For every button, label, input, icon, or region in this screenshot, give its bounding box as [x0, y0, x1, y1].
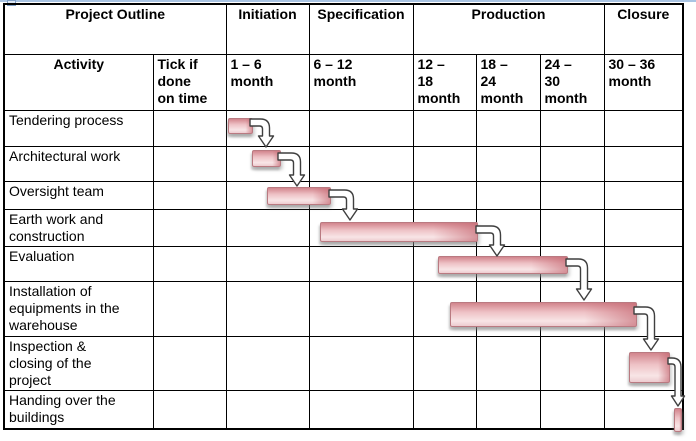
period-cell	[539, 389, 605, 430]
header-period-18-24: 18 – 24 month	[475, 53, 541, 111]
activity-cell-architectural-work: Architectural work	[3, 145, 154, 182]
activity-cell-installation: Installation of equipments in the wareho…	[3, 280, 154, 337]
header-phase-closure: Closure	[603, 3, 684, 55]
header-period-30-36: 30 – 36 month	[603, 53, 684, 111]
tick-cell[interactable]	[152, 109, 227, 147]
period-cell	[603, 180, 684, 210]
period-cell	[539, 180, 605, 210]
tick-cell[interactable]	[152, 145, 227, 182]
period-cell	[225, 280, 310, 337]
table-row: Architectural work	[3, 145, 684, 182]
period-cell	[603, 245, 684, 282]
period-cell	[412, 180, 477, 210]
header-tick-if-done: Tick if done on time	[152, 53, 227, 111]
period-cell	[539, 145, 605, 182]
period-cell	[225, 335, 310, 391]
header-project-outline: Project Outline	[3, 3, 227, 55]
gantt-bar	[438, 256, 568, 274]
gantt-bar	[228, 118, 253, 134]
period-cell	[412, 335, 477, 391]
period-cell	[475, 109, 541, 147]
tick-cell[interactable]	[152, 180, 227, 210]
activity-cell-tendering-process: Tendering process	[3, 109, 154, 147]
header-phase-specification: Specification	[308, 3, 414, 55]
tick-cell[interactable]	[152, 245, 227, 282]
period-cell	[539, 208, 605, 247]
period-cell	[603, 109, 684, 147]
activity-cell-handing-over: Handing over the buildings	[3, 389, 154, 430]
period-cell	[475, 208, 541, 247]
gantt-bar	[674, 408, 682, 432]
period-cell	[603, 389, 684, 430]
tick-cell[interactable]	[152, 389, 227, 430]
period-cell	[603, 208, 684, 247]
gantt-bar	[252, 150, 281, 167]
gantt-bar	[267, 187, 331, 205]
period-cell	[475, 145, 541, 182]
period-cell	[539, 109, 605, 147]
table-row: Handing over the buildings	[3, 389, 684, 430]
header-activity: Activity	[3, 53, 154, 111]
period-cell	[308, 280, 414, 337]
period-cell	[308, 389, 414, 430]
gantt-bar	[450, 302, 637, 327]
period-cell	[475, 389, 541, 430]
table-row: Evaluation	[3, 245, 684, 282]
period-cell	[412, 109, 477, 147]
window-edge-artifact	[0, 0, 696, 2]
period-cell	[475, 335, 541, 391]
period-cell	[308, 245, 414, 282]
period-cell	[539, 335, 605, 391]
header-period-6-12: 6 – 12 month	[308, 53, 414, 111]
table-row: Inspection & closing of the project	[3, 335, 684, 391]
table-row: Oversight team	[3, 180, 684, 210]
period-cell	[412, 389, 477, 430]
period-cell	[475, 180, 541, 210]
period-cell	[308, 145, 414, 182]
header-period-12-18: 12 – 18 month	[412, 53, 477, 111]
period-cell	[308, 335, 414, 391]
header-phase-initiation: Initiation	[225, 3, 310, 55]
period-cell	[412, 145, 477, 182]
table-row: Tendering process	[3, 109, 684, 147]
activity-cell-earth-work: Earth work and construction	[3, 208, 154, 247]
tick-cell[interactable]	[152, 280, 227, 337]
header-period-24-30: 24 – 30 month	[539, 53, 605, 111]
period-cell	[225, 208, 310, 247]
header-period-1-6: 1 – 6 month	[225, 53, 310, 111]
period-cell	[225, 245, 310, 282]
period-header-row: Activity Tick if done on time 1 – 6 mont…	[3, 53, 684, 111]
period-cell	[603, 145, 684, 182]
activity-cell-evaluation: Evaluation	[3, 245, 154, 282]
tick-cell[interactable]	[152, 335, 227, 391]
phase-header-row: Project Outline Initiation Specification…	[3, 3, 684, 55]
gantt-table: Project Outline Initiation Specification…	[3, 3, 684, 430]
tick-cell[interactable]	[152, 208, 227, 247]
period-cell	[225, 389, 310, 430]
activity-cell-inspection-closing: Inspection & closing of the project	[3, 335, 154, 391]
period-cell	[308, 109, 414, 147]
gantt-bar	[320, 222, 478, 242]
header-phase-production: Production	[412, 3, 605, 55]
gantt-bar	[629, 352, 670, 383]
activity-cell-oversight-team: Oversight team	[3, 180, 154, 210]
